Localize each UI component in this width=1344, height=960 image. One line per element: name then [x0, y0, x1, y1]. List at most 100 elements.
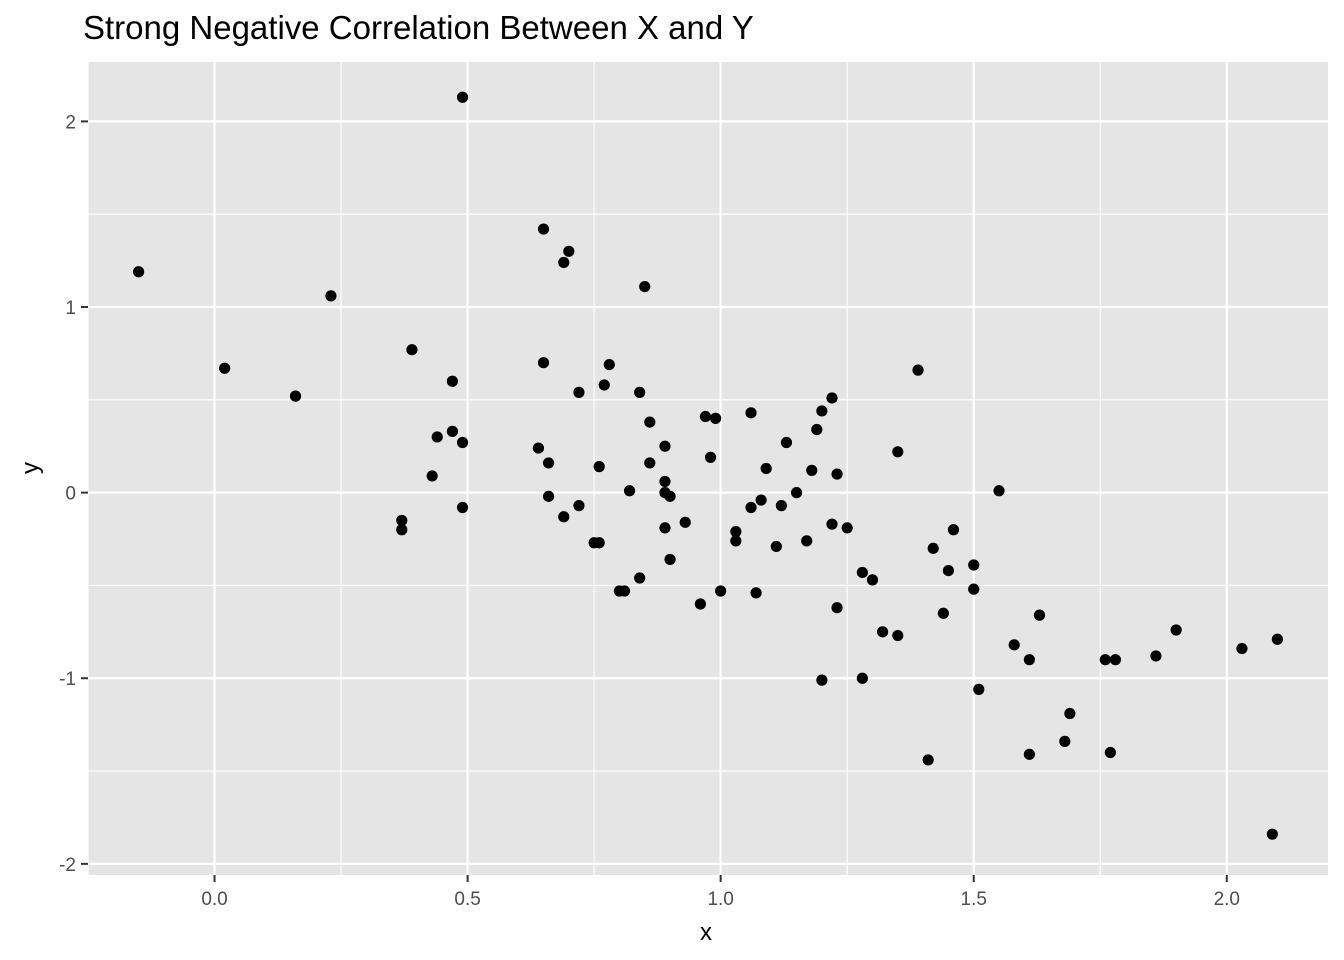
data-point — [219, 362, 231, 374]
data-point — [730, 526, 742, 538]
data-point — [912, 364, 924, 376]
data-point — [968, 583, 980, 595]
data-point — [593, 461, 605, 473]
data-point — [1064, 707, 1076, 720]
data-point — [709, 412, 722, 424]
data-point — [947, 524, 960, 536]
plot-panel — [88, 62, 1328, 875]
data-point — [446, 425, 459, 437]
x-tick-label: 1.5 — [961, 889, 987, 910]
data-point — [558, 511, 570, 523]
data-point — [573, 386, 585, 398]
data-point — [1008, 639, 1020, 651]
data-point — [634, 386, 646, 398]
data-point — [558, 256, 570, 269]
data-point — [780, 436, 793, 449]
chart-title: Strong Negative Correlation Between X an… — [83, 9, 754, 46]
data-point — [892, 629, 904, 642]
minor-gridlines — [87, 62, 1328, 875]
data-point — [537, 223, 550, 235]
data-point — [831, 468, 843, 480]
data-point — [1033, 609, 1046, 621]
data-point — [892, 446, 904, 458]
data-point — [456, 91, 469, 103]
data-point — [1099, 654, 1111, 666]
data-point — [593, 537, 605, 549]
data-point — [942, 564, 955, 577]
data-point — [563, 245, 575, 257]
data-point — [856, 672, 868, 684]
data-point — [639, 280, 651, 293]
data-point — [1104, 746, 1116, 759]
data-point — [644, 416, 656, 428]
data-point — [133, 266, 145, 278]
data-point — [1271, 633, 1283, 645]
data-point — [826, 392, 838, 404]
x-tick-label: 2.0 — [1214, 889, 1240, 910]
y-tick-label: 0 — [65, 484, 76, 505]
data-point — [406, 344, 418, 356]
x-tick-label: 1.0 — [707, 889, 733, 910]
y-tick-label: -2 — [59, 855, 76, 876]
data-point — [841, 522, 853, 534]
data-point — [431, 431, 443, 443]
data-point — [715, 585, 727, 597]
y-axis-title: y — [17, 462, 44, 474]
data-point — [790, 487, 803, 499]
data-point — [806, 464, 818, 476]
data-point — [659, 440, 671, 452]
data-point — [325, 290, 337, 302]
data-point — [456, 436, 469, 449]
data-point — [1266, 828, 1278, 840]
data-point — [542, 490, 555, 502]
data-point — [446, 375, 459, 387]
data-point — [537, 357, 550, 369]
x-tick-label: 0.5 — [454, 889, 480, 910]
data-point — [603, 358, 615, 371]
data-point — [694, 598, 707, 610]
data-point — [730, 535, 742, 547]
data-point — [770, 540, 782, 553]
data-point — [618, 585, 631, 597]
data-point — [811, 423, 823, 436]
data-point — [831, 602, 843, 614]
data-point — [1059, 735, 1071, 747]
data-point — [659, 522, 671, 534]
data-point — [760, 462, 772, 475]
data-point — [968, 559, 980, 571]
y-tick-label: 2 — [65, 112, 76, 133]
data-point — [775, 500, 787, 512]
data-point — [1023, 654, 1035, 666]
data-point — [973, 683, 985, 695]
data-point — [877, 626, 889, 638]
data-point — [927, 542, 939, 554]
data-point — [289, 390, 302, 402]
data-point — [634, 572, 646, 584]
data-point — [456, 501, 469, 514]
x-axis: 0.0 0.5 1.0 1.5 2.0 — [201, 875, 1240, 910]
data-point — [755, 494, 767, 506]
data-point — [664, 490, 676, 502]
data-point — [1170, 624, 1182, 636]
data-point — [542, 457, 555, 469]
data-point — [659, 475, 671, 488]
data-point — [816, 405, 828, 417]
y-tick-label: -1 — [59, 669, 76, 690]
data-point — [426, 470, 438, 482]
data-point — [1236, 642, 1248, 655]
data-point — [745, 501, 757, 514]
y-axis: -2 -1 0 1 2 — [59, 112, 88, 876]
data-point — [816, 674, 828, 686]
data-point — [922, 754, 934, 766]
data-point — [644, 457, 656, 469]
data-point — [699, 410, 712, 423]
y-tick-label: 1 — [65, 298, 76, 319]
x-tick-label: 0.0 — [201, 889, 227, 910]
data-point — [1109, 654, 1122, 666]
data-point — [704, 451, 717, 463]
data-point — [937, 607, 949, 619]
data-point — [856, 566, 868, 579]
data-point — [396, 524, 408, 536]
data-point — [866, 574, 879, 586]
